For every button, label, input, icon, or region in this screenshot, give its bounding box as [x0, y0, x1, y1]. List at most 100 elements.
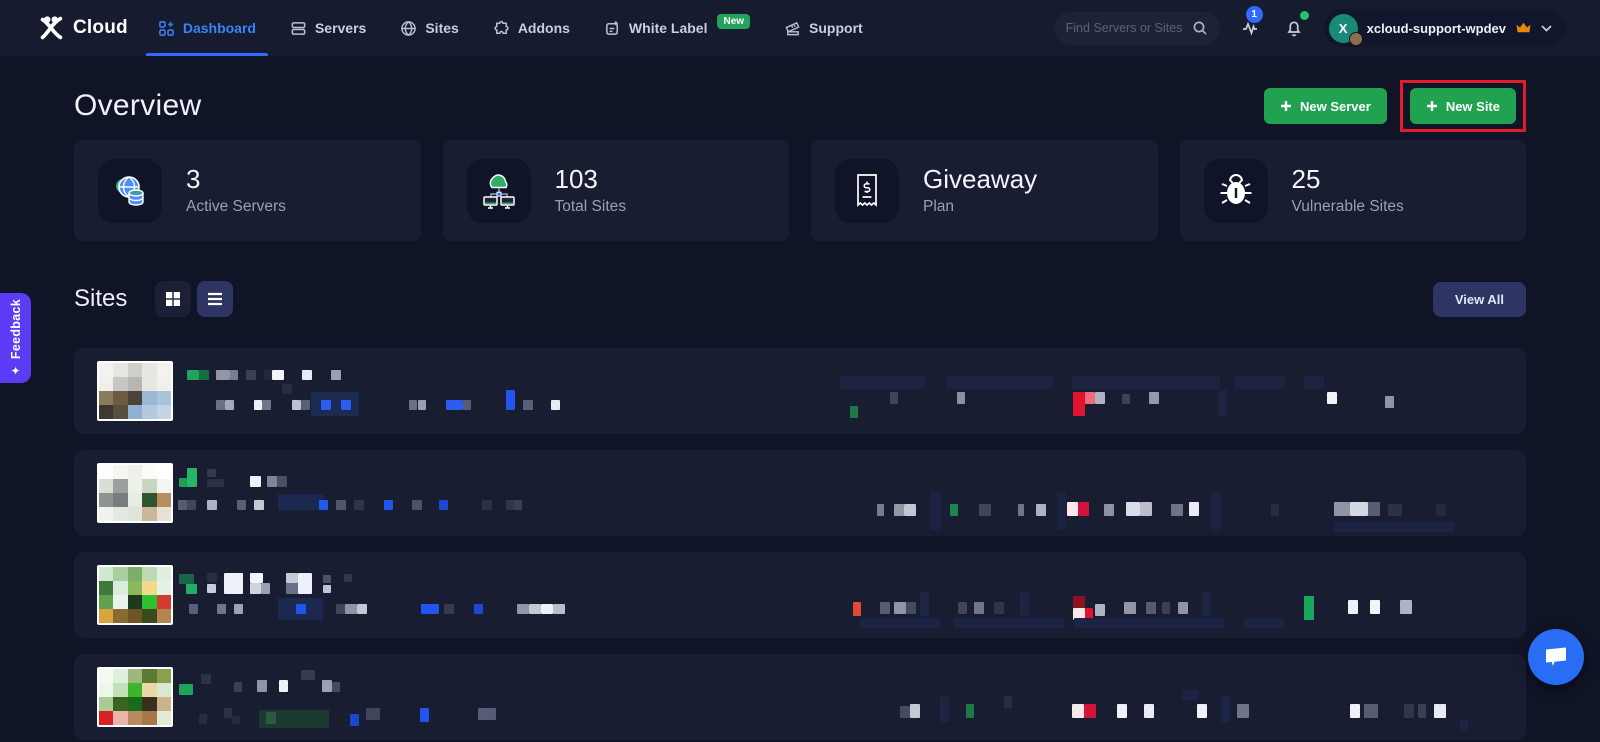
redacted-block [930, 492, 941, 530]
user-menu[interactable]: X xcloud-support-wpdev [1323, 9, 1566, 47]
redacted-block [877, 504, 884, 516]
notifications-button[interactable] [1280, 11, 1309, 42]
redacted-block [179, 478, 187, 487]
site-row[interactable] [74, 450, 1526, 536]
page-header: Overview New Server New Site [74, 78, 1526, 134]
redacted-block [187, 500, 196, 510]
redacted-block [994, 602, 1004, 614]
redacted-block [336, 604, 345, 614]
redacted-block [1197, 704, 1207, 718]
sparkle-icon: ✦ [10, 364, 21, 379]
site-row[interactable] [74, 654, 1526, 740]
brand-name: Cloud [73, 17, 128, 38]
redacted-block [187, 468, 197, 487]
nav-item-servers[interactable]: Servers [290, 0, 366, 56]
redacted-block [1350, 502, 1368, 516]
redacted-block [523, 400, 533, 410]
redacted-block [1436, 504, 1446, 516]
nav-item-dashboard[interactable]: Dashboard [145, 0, 268, 56]
nav-item-sites[interactable]: Sites [400, 0, 459, 56]
redacted-block [224, 573, 243, 594]
redacted-block [894, 602, 906, 614]
redacted-block [207, 573, 217, 582]
redacted-block [246, 370, 256, 380]
redacted-block [1146, 602, 1156, 614]
view-all-button[interactable]: View All [1432, 281, 1526, 317]
redacted-block [311, 392, 359, 416]
stat-card-text: 103 Total Sites [555, 164, 627, 217]
nav-item-addons[interactable]: Addons [493, 0, 570, 56]
redacted-block [257, 680, 267, 692]
redacted-block [954, 618, 1064, 628]
redacted-block [199, 714, 207, 724]
redacted-block [1057, 492, 1066, 530]
redacted-block [1182, 690, 1198, 700]
list-view-button[interactable] [197, 281, 234, 317]
grid-view-button[interactable] [155, 281, 192, 317]
activity-button[interactable]: 1 [1236, 6, 1264, 42]
redacted-block [482, 500, 492, 510]
nav-label: Addons [517, 20, 570, 36]
redacted-block [860, 618, 940, 628]
nav-item-support[interactable]: Support [784, 0, 863, 56]
grid-view-icon [166, 292, 181, 306]
redacted-block [207, 584, 216, 593]
stat-label: Vulnerable Sites [1291, 198, 1404, 216]
nav-label: Support [809, 20, 863, 36]
page-title: Overview [74, 89, 202, 122]
redacted-block [186, 584, 197, 594]
redacted-block [332, 682, 340, 692]
new-server-button[interactable]: New Server [1263, 88, 1387, 124]
redacted-block [1104, 504, 1114, 516]
redacted-block [369, 400, 378, 410]
redacted-block [541, 604, 553, 614]
brand[interactable]: Cloud [36, 13, 128, 43]
redacted-block [551, 400, 560, 410]
nav-item-white-label[interactable]: White Label New [604, 0, 751, 56]
redacted-block [207, 469, 216, 477]
globe-database-icon [98, 158, 162, 223]
redacted-block [1237, 704, 1249, 718]
main-nav: Dashboard Servers Sites Addons White [145, 0, 863, 56]
feedback-label: Feedback [8, 298, 23, 360]
redacted-block [216, 370, 230, 380]
redacted-block [1144, 704, 1154, 718]
redacted-block [506, 500, 514, 510]
redacted-block [344, 574, 352, 582]
redacted-block [420, 708, 429, 722]
redacted-block [1218, 390, 1227, 416]
stat-value: Giveaway [923, 163, 1038, 194]
feedback-tab[interactable]: Feedback ✦ [0, 293, 31, 383]
redacted-block [296, 604, 306, 614]
site-row[interactable] [74, 552, 1526, 638]
redacted-block [199, 370, 209, 380]
redacted-block [1036, 504, 1046, 516]
redacted-block [1304, 596, 1314, 620]
redacted-block [1067, 502, 1078, 516]
stat-card-active-servers: 3 Active Servers [74, 140, 421, 241]
new-site-button[interactable]: New Site [1409, 88, 1516, 124]
site-row[interactable] [74, 348, 1526, 434]
redacted-block [1074, 618, 1224, 628]
chat-button[interactable] [1528, 629, 1584, 685]
redacted-block [1348, 600, 1358, 614]
redacted-block [1189, 502, 1199, 516]
redacted-block [840, 376, 925, 389]
stat-label: Plan [923, 198, 955, 216]
redacted-block [958, 602, 967, 614]
redacted-block [946, 376, 1053, 389]
redacted-block [506, 390, 515, 410]
redacted-block [357, 604, 367, 614]
redacted-block [853, 602, 861, 616]
redacted-block [974, 602, 984, 614]
search-box[interactable] [1053, 11, 1220, 45]
redacted-block [179, 684, 193, 695]
redacted-block [1072, 376, 1220, 389]
redacted-block [1234, 376, 1285, 389]
search-input[interactable] [1065, 21, 1184, 35]
redacted-block [217, 604, 226, 614]
stat-card-text: Giveaway Plan [923, 163, 1038, 217]
redacted-block [1211, 492, 1221, 530]
redacted-block [950, 504, 958, 516]
redacted-block [1085, 392, 1095, 404]
